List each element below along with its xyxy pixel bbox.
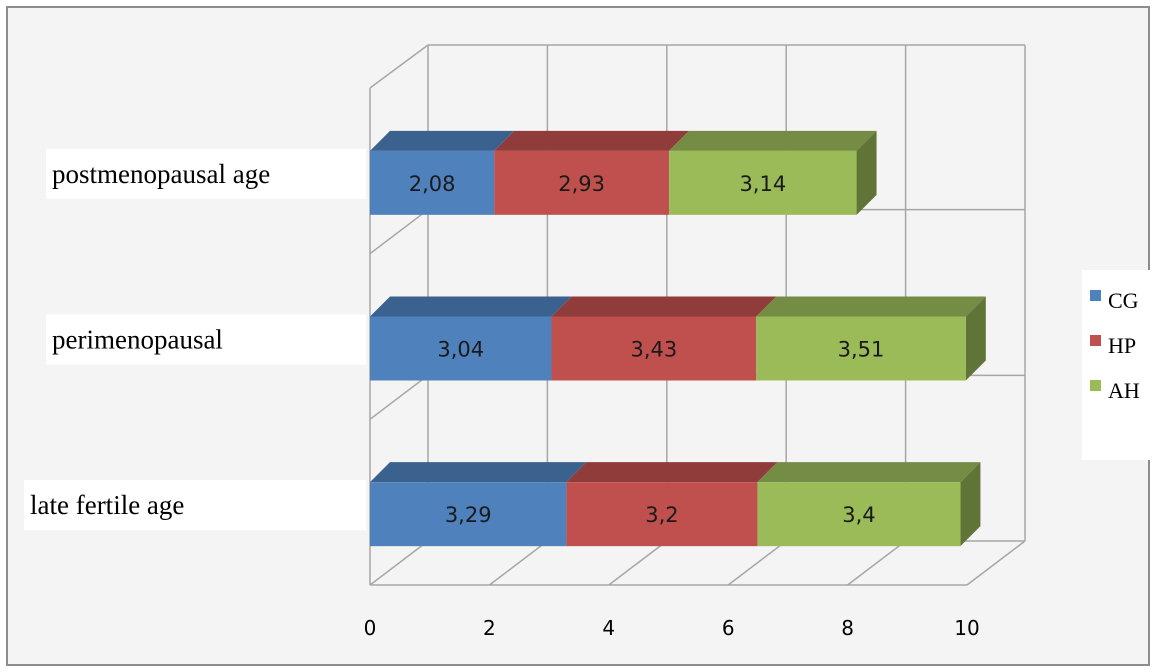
legend-label-cg: CG (1108, 288, 1139, 313)
data-label: 3,04 (437, 338, 484, 362)
category-label-background (46, 148, 366, 199)
legend-swatch-hp (1090, 335, 1101, 346)
category-label-background (24, 480, 366, 531)
bar-side-ah (856, 130, 877, 215)
floor-depth-line (727, 540, 787, 586)
bar-ah (756, 316, 966, 381)
floor-depth-line (966, 540, 1026, 586)
bar-top-cg (370, 296, 572, 317)
category-divider (369, 209, 429, 255)
category-label-background (46, 314, 366, 365)
data-label: 3,51 (838, 338, 885, 362)
bar-top-hp (551, 296, 777, 317)
legend-box (1082, 270, 1154, 460)
legend-label-ah: AH (1108, 378, 1140, 403)
bar-top-cg (370, 462, 587, 483)
bar-top-ah (757, 462, 981, 483)
data-label: 3,2 (645, 503, 678, 527)
data-label: 2,93 (558, 172, 605, 196)
bar-top-hp (566, 462, 778, 483)
x-tick-label: 6 (722, 616, 735, 640)
bar-hp (566, 482, 758, 547)
bar-hp (494, 150, 670, 215)
bar-top-cg (370, 130, 515, 151)
x-tick-label: 2 (483, 616, 496, 640)
legend-swatch-ah (1090, 380, 1101, 391)
category-label: postmenopausal age (52, 159, 270, 189)
category-label: late fertile age (30, 490, 184, 520)
bar-hp (551, 316, 757, 381)
bar-top-ah (756, 296, 986, 317)
x-tick-label: 4 (602, 616, 615, 640)
bar-ah (669, 150, 857, 215)
floor-depth-line (847, 540, 907, 586)
x-tick-label: 0 (364, 616, 377, 640)
bar-cg (370, 150, 495, 215)
bar-top-ah (669, 130, 877, 151)
legend-swatch-cg (1090, 290, 1101, 301)
bar-top-hp (494, 130, 690, 151)
bar-cg (370, 482, 567, 547)
data-label: 3,14 (739, 172, 786, 196)
x-tick-label: 10 (954, 616, 979, 640)
floor-depth-line (608, 540, 668, 586)
bar-side-ah (960, 462, 981, 547)
legend-label-hp: HP (1108, 333, 1136, 358)
floor-depth-line (488, 540, 548, 586)
side-wall-top (369, 44, 429, 89)
bar-side-ah (965, 296, 986, 381)
bar-ah (757, 482, 961, 547)
data-label: 3,4 (842, 503, 875, 527)
x-tick-label: 8 (841, 616, 854, 640)
data-label: 3,43 (630, 338, 677, 362)
bar-cg (370, 316, 552, 381)
category-divider (369, 374, 429, 420)
category-label: perimenopausal (52, 325, 223, 355)
floor-depth-line (369, 540, 429, 586)
data-label: 3,29 (445, 503, 492, 527)
data-label: 2,08 (409, 172, 456, 196)
